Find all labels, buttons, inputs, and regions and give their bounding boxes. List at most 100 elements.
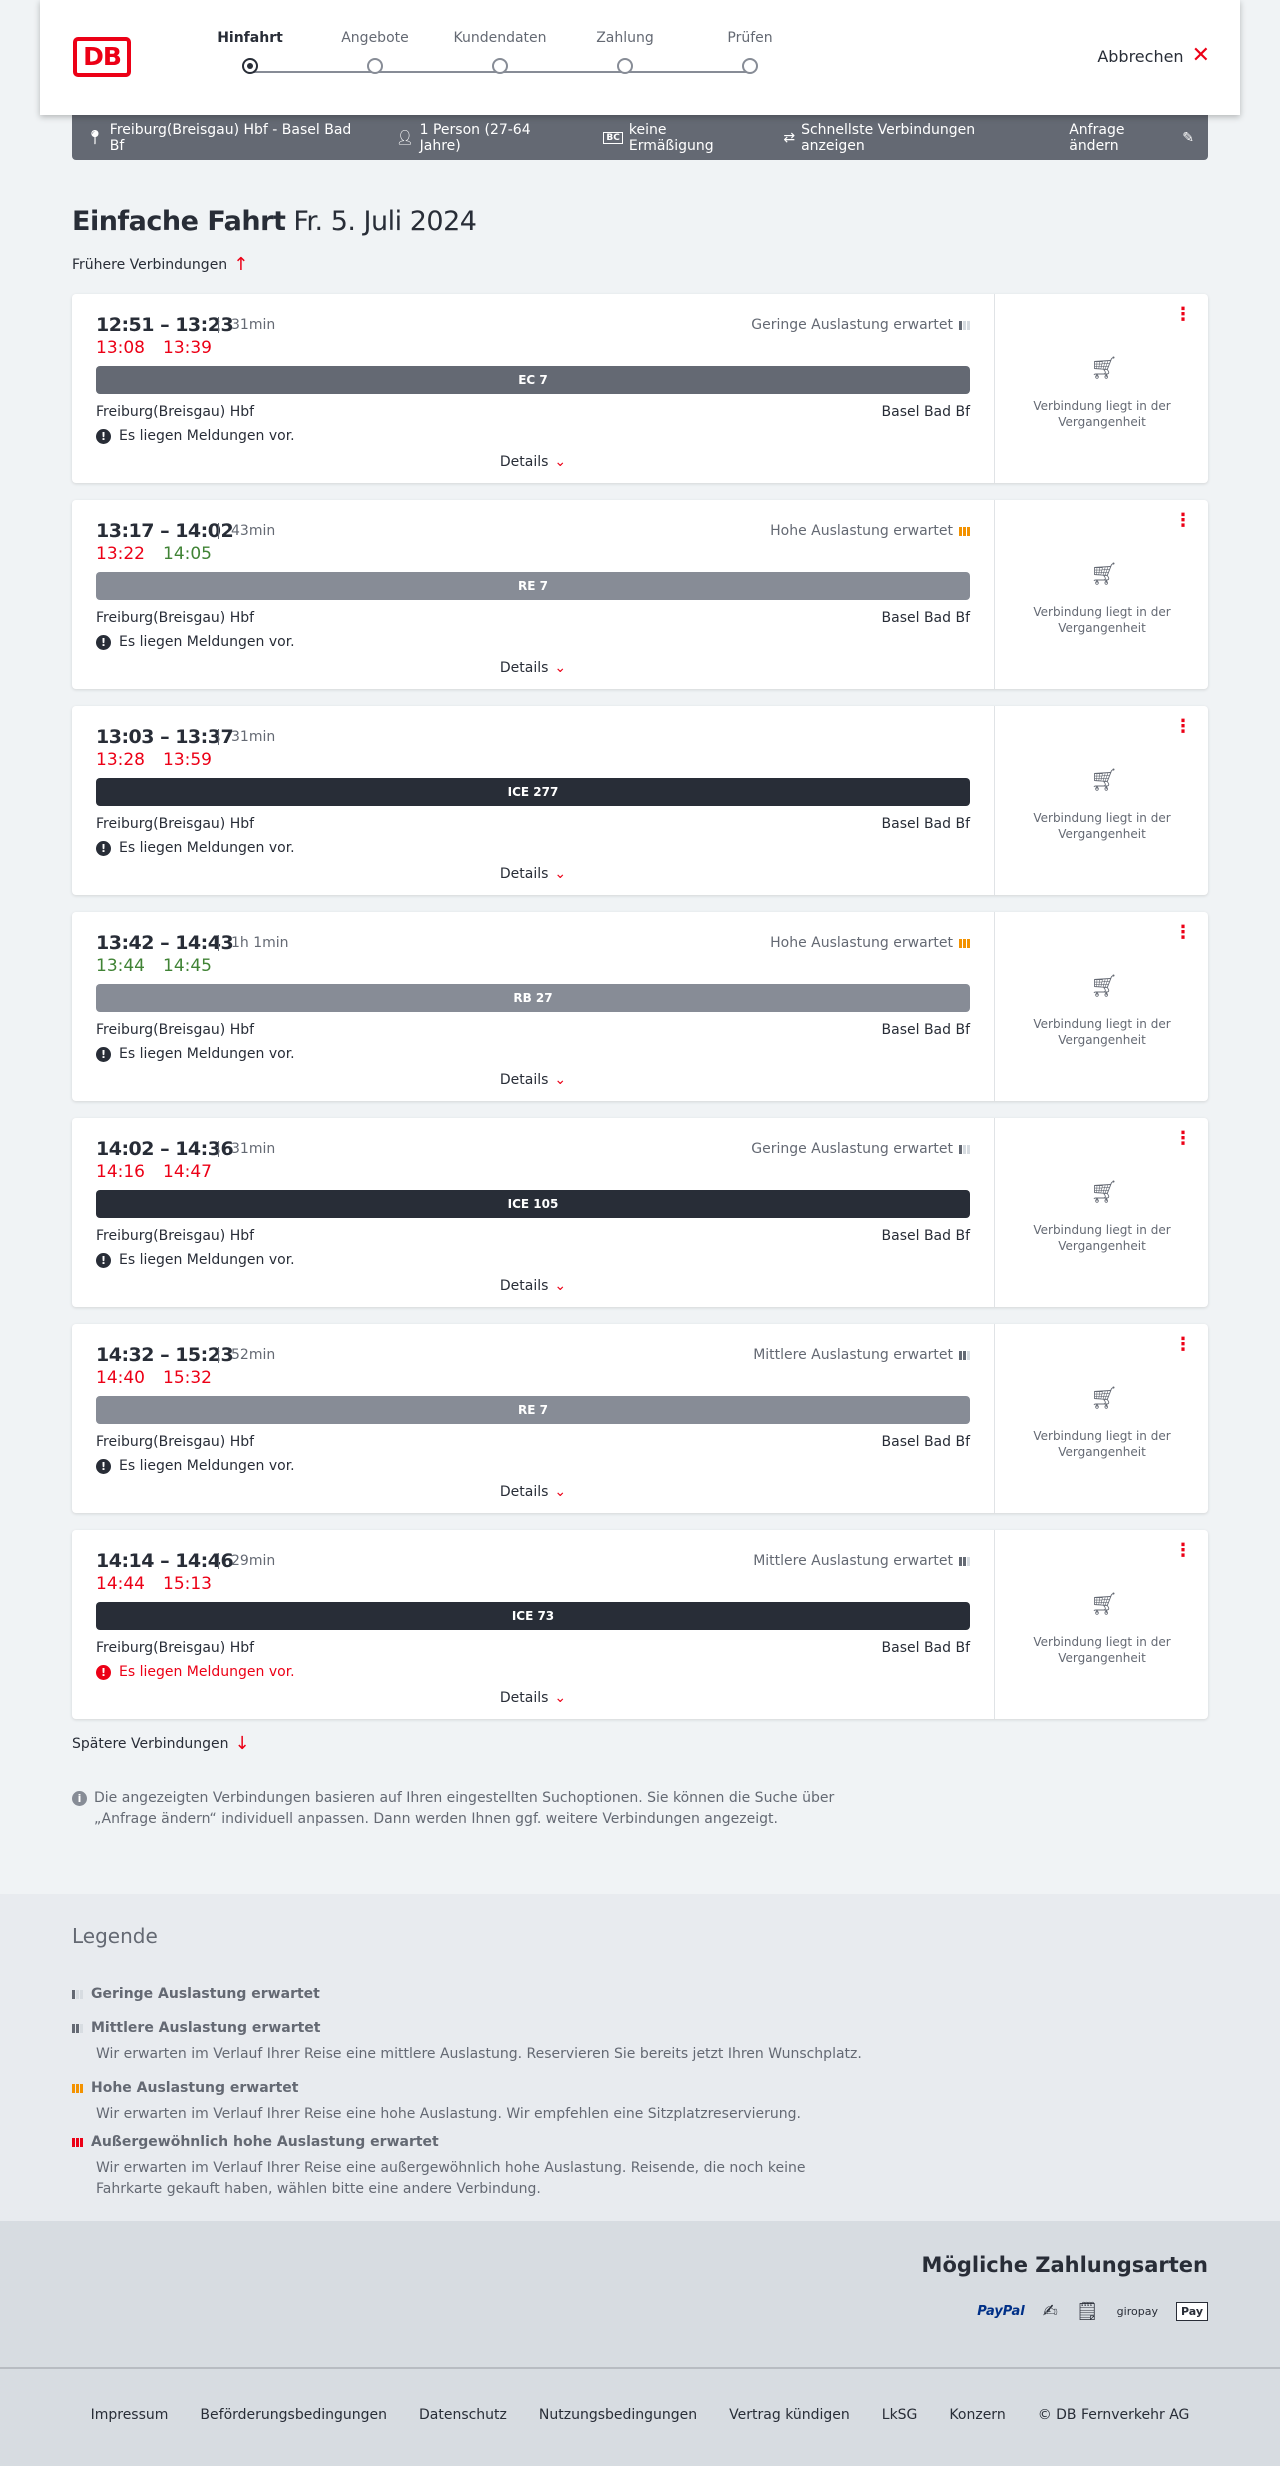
occupancy-icon [959,320,970,330]
footer-link-nutzungsbedingungen[interactable]: Nutzungsbedingungen [538,2407,698,2423]
messages-notice: ! Es liegen Meldungen vor. [96,840,295,856]
duration: 43min [218,523,275,539]
footer-link-lksg[interactable]: LkSG [881,2407,918,2423]
later-connections-link[interactable]: Spätere Verbindungen ↓ [72,1733,250,1754]
messages-notice: ! Es liegen Meldungen vor. [96,1458,295,1474]
cart-unavailable-icon: 🛒︎ [1090,974,1118,999]
payment-title: Mögliche Zahlungsarten [921,2253,1208,2277]
departure-station: Freiburg(Breisgau) Hbf [96,1640,255,1656]
step-label: Zahlung [596,30,654,46]
details-toggle[interactable]: Details ⌄ [96,1690,970,1706]
train-bar: RE 7 [96,1396,970,1424]
connection-card[interactable]: 13:03 – 13:37 31min 13:28 13:59 ICE 277 Freib… [72,706,1208,895]
connection-main: 14:32 – 15:23 52min Mittlere Auslastung er… [96,1324,970,1513]
discount-text: keine Ermäßigung [628,121,714,154]
footer-links: Impressum Beförderungsbedingungen Datens… [0,2407,1280,2423]
discount: BC keine Ermäßigung [603,122,753,154]
sepa-icon: 🗒︎ [1075,2301,1099,2322]
realtime-times: 13:28 13:59 [96,750,230,770]
more-options-icon[interactable]: ⋮ [1174,922,1192,943]
messages-notice: ! Es liegen Meldungen vor. [96,1046,295,1062]
cart-unavailable-icon: 🛒︎ [1090,1592,1118,1617]
details-toggle[interactable]: Details ⌄ [96,660,970,676]
fastest-text: Schnellste Verbindungen anzeigen [801,121,976,154]
duration: 1h 1min [218,935,289,951]
connection-card[interactable]: 14:32 – 15:23 52min Mittlere Auslastung er… [72,1324,1208,1513]
edit-label: Anfrage ändern [1069,121,1125,154]
realtime-arrival: 14:47 [163,1162,212,1182]
connection-card[interactable]: 12:51 – 13:23 31min Geringe Auslastung erw… [72,294,1208,483]
duration: 52min [218,1347,275,1363]
connection-card[interactable]: 13:17 – 14:02 43min Hohe Auslastung erwart… [72,500,1208,689]
cart-unavailable-icon: 🛒︎ [1090,768,1118,793]
footer-link-konzern[interactable]: Konzern [949,2407,1006,2423]
info-icon: i [72,1791,87,1806]
footer-link-datenschutz[interactable]: Datenschutz [418,2407,507,2423]
more-options-icon[interactable]: ⋮ [1174,510,1192,531]
connection-card[interactable]: 13:42 – 14:43 1h 1min Hohe Auslastung erwa… [72,912,1208,1101]
more-options-icon[interactable]: ⋮ [1174,1334,1192,1355]
connection-card[interactable]: 14:14 – 14:46 29min Mittlere Auslastung er… [72,1530,1208,1719]
passengers-text: 1 Person (27-64 Jahre) [419,121,531,154]
more-options-icon[interactable]: ⋮ [1174,1540,1192,1561]
realtime-times: 13:44 14:45 [96,956,230,976]
messages-text: Es liegen Meldungen vor. [119,634,295,650]
earlier-connections-link[interactable]: Frühere Verbindungen ↑ [72,256,248,274]
occupancy-icon [959,1144,970,1154]
step-zahlung[interactable]: Zahlung [565,30,685,74]
realtime-departure: 14:44 [96,1574,145,1594]
details-label: Details [499,660,549,676]
edit-request-button[interactable]: Anfrage ändern ✎ [1069,122,1194,154]
booking-panel: ⋮ 🛒︎ Verbindung liegt in der Vergangenheit [994,706,1208,895]
swap-icon: ⇄ [783,129,796,146]
trip-date: Fr. 5. Juli 2024 [293,206,477,237]
messages-notice: ! Es liegen Meldungen vor. [96,1252,295,1268]
step-kundendaten[interactable]: Kundendaten [440,30,560,74]
booking-panel: ⋮ 🛒︎ Verbindung liegt in der Vergangenheit [994,500,1208,689]
footer-link-befoerderungsbedingungen[interactable]: Beförderungsbedingungen [200,2407,387,2423]
load-text: Hohe Auslastung erwartet [770,523,953,539]
arrow-down-icon: ↓ [234,1733,250,1754]
details-toggle[interactable]: Details ⌄ [96,454,970,470]
step-pruefen[interactable]: Prüfen [690,30,810,74]
details-toggle[interactable]: Details ⌄ [96,1072,970,1088]
booking-panel: ⋮ 🛒︎ Verbindung liegt in der Vergangenheit [994,912,1208,1101]
legend-item-desc: Wir erwarten im Verlauf Ihrer Reise eine… [96,2106,801,2122]
occupancy-icon [959,526,970,536]
apple-pay-icon: Pay [1175,2302,1208,2321]
more-options-icon[interactable]: ⋮ [1174,1128,1192,1149]
location-pin-icon: 📍︎ [86,129,104,146]
messages-text: Es liegen Meldungen vor. [119,1046,295,1062]
departure-station: Freiburg(Breisgau) Hbf [96,1228,255,1244]
load-text: Mittlere Auslastung erwartet [753,1347,953,1363]
chevron-down-icon: ⌄ [554,454,567,470]
more-options-icon[interactable]: ⋮ [1174,716,1192,737]
db-logo[interactable]: DB [73,37,131,77]
footer-link-impressum[interactable]: Impressum [90,2407,169,2423]
details-toggle[interactable]: Details ⌄ [96,1484,970,1500]
cancel-button[interactable]: Abbrechen ✕ [1097,45,1210,67]
more-options-icon[interactable]: ⋮ [1174,304,1192,325]
occupancy-icon [959,1556,970,1566]
load-indicator: Hohe Auslastung erwartet [770,523,970,539]
booking-panel: ⋮ 🛒︎ Verbindung liegt in der Vergangenheit [994,1530,1208,1719]
step-label: Prüfen [727,30,773,46]
details-toggle[interactable]: Details ⌄ [96,866,970,882]
details-toggle[interactable]: Details ⌄ [96,1278,970,1294]
load-indicator: Mittlere Auslastung erwartet [753,1347,970,1363]
booking-panel: ⋮ 🛒︎ Verbindung liegt in der Vergangenheit [994,1118,1208,1307]
trip-type: Einfache Fahrt [72,206,286,237]
chevron-down-icon: ⌄ [554,1278,567,1294]
legend-item-high: Hohe Auslastung erwartet Wir erwarten im … [72,2080,872,2125]
realtime-departure: 13:28 [96,750,145,770]
train-bar: ICE 73 [96,1602,970,1630]
messages-notice: ! Es liegen Meldungen vor. [96,428,295,444]
connection-card[interactable]: 14:02 – 14:36 31min Geringe Auslastung erw… [72,1118,1208,1307]
search-summary: 📍︎ Freiburg(Breisgau) Hbf - Basel Bad Bf … [72,115,1208,160]
duration: 31min [218,317,275,333]
cart-unavailable-icon: 🛒︎ [1090,356,1118,381]
footer-link-vertrag-kuendigen[interactable]: Vertrag kündigen [729,2407,850,2423]
step-angebote[interactable]: Angebote [315,30,435,74]
occupancy-icon [959,1350,970,1360]
past-connection-text: Verbindung liegt in der Vergangenheit [1033,811,1171,841]
